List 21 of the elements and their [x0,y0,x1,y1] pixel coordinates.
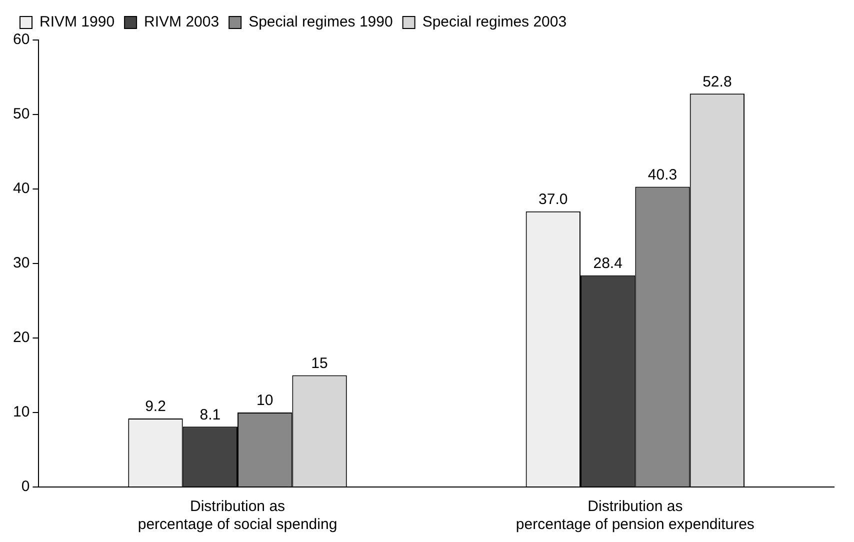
y-tick-label: 0 [21,478,30,496]
data-label: 40.3 [648,166,678,184]
y-tick-label: 50 [12,106,30,123]
legend-label: RIVM 2003 [144,14,220,31]
data-label: 37.0 [538,190,568,208]
data-label: 8.1 [200,406,221,424]
y-tick-label: 10 [12,404,30,421]
x-tick-label: Distribution as percentage of pension expenditures [516,498,754,534]
y-tick-label: 30 [12,254,30,272]
data-label: 10 [256,392,274,410]
data-label: 52.8 [702,73,732,90]
legend-label: RIVM 1990 [40,14,115,31]
y-tick-label: 20 [12,329,30,346]
y-tick-label: 60 [12,31,30,48]
y-tick-label: 40 [12,180,30,198]
data-label: 28.4 [593,255,622,272]
legend-label: Special regimes 2003 [422,14,567,31]
data-label: 9.2 [145,398,166,416]
data-label: 15 [311,354,328,372]
legend-label: Special regimes 1990 [248,14,393,31]
x-tick-label: Distribution as percentage of social spending [138,498,338,534]
